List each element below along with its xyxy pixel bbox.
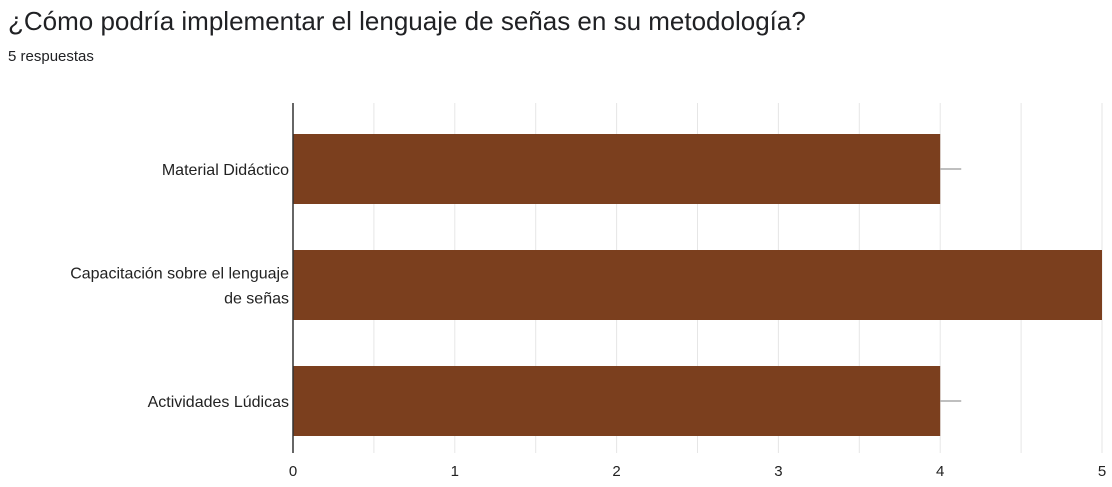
category-label: Capacitación sobre el lenguaje <box>70 266 289 283</box>
x-tick-label: 3 <box>774 463 782 480</box>
question-title: ¿Cómo podría implementar el lenguaje de … <box>8 6 806 36</box>
x-tick-label: 4 <box>936 463 944 480</box>
x-tick-label: 5 <box>1098 463 1106 480</box>
category-label: Material Didáctico <box>162 162 289 179</box>
x-tick-label: 0 <box>289 463 297 480</box>
bar <box>293 134 941 204</box>
response-count: 5 respuestas <box>8 48 94 65</box>
category-label: Actividades Lúdicas <box>148 394 289 411</box>
bar <box>293 366 941 436</box>
x-tick-label: 2 <box>612 463 620 480</box>
category-label: de señas <box>224 291 289 308</box>
bar <box>293 250 1102 320</box>
x-tick-label: 1 <box>451 463 459 480</box>
